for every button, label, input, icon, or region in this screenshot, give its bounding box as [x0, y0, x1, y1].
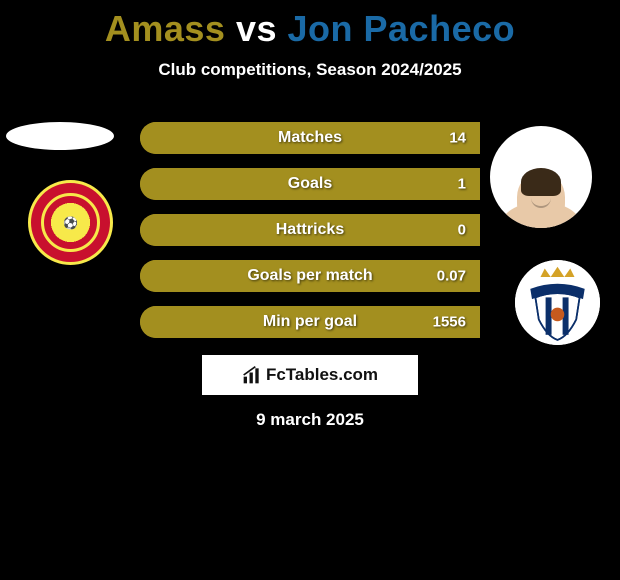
date-line: 9 march 2025: [0, 410, 620, 430]
stat-row: Hattricks 0: [140, 214, 480, 246]
comparison-title: Amass vs Jon Pacheco: [0, 0, 620, 50]
stat-value-right: 14: [449, 130, 466, 147]
chart-icon: [242, 365, 262, 385]
stat-label: Goals per match: [247, 267, 372, 285]
brand-text: FcTables.com: [266, 365, 378, 385]
player1-photo-placeholder: [6, 122, 114, 150]
stat-row: Matches 14: [140, 122, 480, 154]
stat-row: Goals 1: [140, 168, 480, 200]
stats-container: Matches 14 Goals 1 Hattricks 0 Goals per match…: [140, 122, 480, 352]
stat-row: Min per goal 1556: [140, 306, 480, 338]
player2-photo: [490, 126, 592, 228]
club1-logo: [28, 180, 113, 265]
stat-value-right: 0: [458, 222, 466, 239]
club2-logo: [515, 260, 600, 345]
stat-value-right: 1556: [433, 314, 466, 331]
stat-row: Goals per match 0.07: [140, 260, 480, 292]
stat-label: Hattricks: [276, 221, 344, 239]
vs-text: vs: [236, 8, 288, 49]
stat-value-right: 1: [458, 176, 466, 193]
stat-label: Min per goal: [263, 313, 357, 331]
player2-name: Jon Pacheco: [288, 8, 516, 49]
stat-value-right: 0.07: [437, 268, 466, 285]
stat-label: Goals: [288, 175, 332, 193]
brand-box[interactable]: FcTables.com: [202, 355, 418, 395]
subtitle: Club competitions, Season 2024/2025: [0, 60, 620, 80]
stat-label: Matches: [278, 129, 342, 147]
club2-crest-svg: [515, 260, 600, 345]
player1-name: Amass: [105, 8, 226, 49]
